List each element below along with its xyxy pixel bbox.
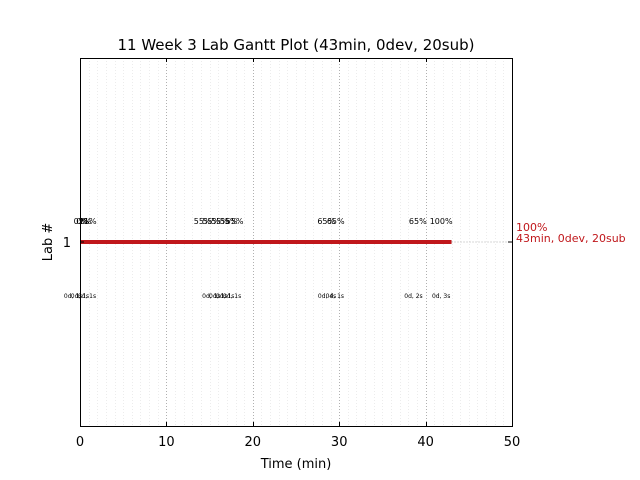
duration-annotation: 0d, 2s (404, 293, 422, 300)
duration-annotation: 0d, 1s (216, 293, 234, 300)
annotations: 0%0%1%21% 55%55%55%55%55% 65%65% 65% 100%0d,… (64, 217, 453, 300)
x-tick-label: 30 (331, 435, 348, 450)
progress-annotation: 0% (74, 217, 87, 226)
duration-annotation: 0d, 4s (318, 293, 336, 300)
progress-annotation: 1% (79, 217, 92, 226)
progress-annotation: 55% (194, 217, 212, 226)
progress-annotation: 21% (79, 217, 97, 226)
progress-annotation: 55% (226, 217, 244, 226)
duration-annotation: 0d, 1s (78, 293, 96, 300)
x-axis-label: Time (min) (260, 457, 332, 472)
x-tick-label: 20 (245, 435, 262, 450)
progress-annotation: 65% (317, 217, 335, 226)
x-tick-label: 50 (504, 435, 521, 450)
progress-annotation: 65% (327, 217, 345, 226)
y-ticks: 1 (63, 236, 512, 251)
duration-annotation: 0d, 1s (71, 293, 89, 300)
progress-annotation: 55% (211, 217, 229, 226)
progress-annotation: 65% (409, 217, 427, 226)
x-ticks: 0 10 20 30 40 50 (76, 58, 520, 450)
chart-title: 11 Week 3 Lab Gantt Plot (43min, 0dev, 2… (117, 36, 474, 54)
duration-annotation: 0d, 1s (223, 293, 241, 300)
progress-annotation: 100% (430, 217, 453, 226)
duration-annotation: 0d, 3s (432, 293, 450, 300)
x-tick-label: 10 (158, 435, 175, 450)
x-tick-label: 0 (76, 435, 84, 450)
y-axis-label: Lab # (41, 223, 56, 262)
progress-annotation: 55% (220, 217, 238, 226)
progress-annotation: 55% (202, 217, 220, 226)
x-tick-label: 40 (417, 435, 434, 450)
duration-annotation: 0d, 1s (64, 293, 82, 300)
y-tick-label: 1 (63, 236, 71, 251)
bar-end-label-summary: 43min, 0dev, 20sub (516, 232, 626, 245)
bar-end-label-percent: 100% (516, 221, 547, 234)
duration-annotation: 0d, 1s (209, 293, 227, 300)
duration-annotation: 0d, 1s (326, 293, 344, 300)
duration-annotation: 0d, 1s (202, 293, 220, 300)
progress-annotation: 0% (76, 217, 89, 226)
